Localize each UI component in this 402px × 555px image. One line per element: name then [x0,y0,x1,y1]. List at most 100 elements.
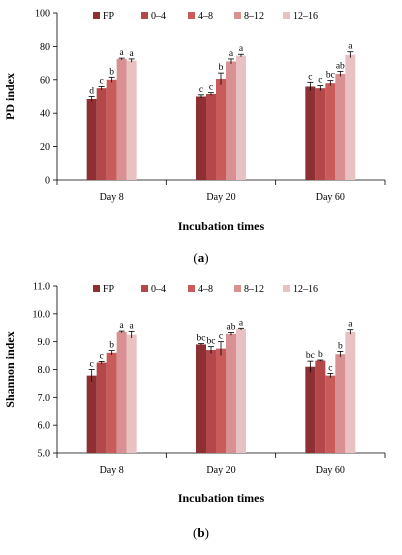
bar [345,54,356,180]
x-tick-label: Day 60 [316,192,345,203]
significance-label: a [239,318,244,328]
bar [236,329,246,453]
y-tick-label: 7.0 [38,393,51,404]
bar [226,333,236,453]
bar [315,360,326,453]
legend-label: 0–4 [151,11,166,22]
bar [226,61,236,180]
significance-label: c [209,83,213,93]
x-tick-label: Day 8 [100,192,124,203]
x-tick-label: Day 20 [206,465,235,476]
legend-swatch [141,285,148,292]
legend-label: 0–4 [151,284,166,295]
y-tick-label: 6.0 [38,421,51,432]
y-axis-title: PD index [3,73,17,120]
y-axis-title: Shannon index [3,331,17,407]
legend-swatch [93,285,100,292]
y-tick-label: 60 [40,75,50,86]
bar [126,60,137,180]
significance-label: c [199,85,203,95]
significance-label: b [318,350,323,360]
bar [305,86,316,180]
y-tick-label: 8.0 [38,365,51,376]
significance-label: bc [207,337,216,347]
significance-label: a [120,321,125,331]
significance-label: a [120,48,125,58]
legend-label: FP [103,284,115,295]
significance-label: a [348,42,353,52]
legend-label: 8–12 [244,284,264,295]
y-tick-label: 9.0 [38,337,51,348]
significance-label: b [109,67,114,77]
legend-swatch [234,12,241,19]
y-tick-label: 10.0 [33,309,51,320]
x-tick-label: Day 20 [206,192,235,203]
significance-label: bc [306,351,315,361]
bar [106,352,117,453]
legend-swatch [188,285,195,292]
legend-swatch [234,285,241,292]
legend-label: FP [103,11,115,22]
bar [206,93,216,180]
y-tick-label: 5.0 [38,449,51,460]
significance-label: bc [326,71,335,81]
legend-swatch [93,12,100,19]
bar [315,88,326,180]
bar [335,73,346,180]
panel-label: (b) [193,525,209,540]
bar [236,55,246,180]
significance-label: c [328,363,332,373]
bar [86,99,97,180]
bar [96,88,107,180]
significance-label: ab [336,61,345,71]
x-axis-title: Incubation times [178,219,265,233]
bar [305,366,316,453]
legend-swatch [188,12,195,19]
significance-label: b [219,63,224,73]
legend-label: 12–16 [293,11,318,22]
bar [196,96,206,180]
legend-swatch [141,12,148,19]
y-tick-label: 0 [45,176,50,187]
significance-label: c [100,76,104,86]
bar [216,78,226,180]
bar [196,344,206,453]
significance-label: d [89,87,94,97]
bar [126,334,137,453]
significance-label: a [239,44,244,54]
legend-label: 4–8 [198,11,213,22]
significance-label: a [229,49,234,59]
legend-swatch [283,285,290,292]
legend-label: 12–16 [293,284,318,295]
significance-label: c [100,351,104,361]
bar [116,331,127,453]
bar [116,58,127,180]
significance-label: ab [227,322,236,332]
legend-label: 4–8 [198,284,213,295]
significance-label: c [219,332,223,342]
significance-label: c [318,76,322,86]
bar [325,375,336,453]
significance-label: c [90,360,94,370]
bar [325,83,336,180]
significance-label: b [338,341,343,351]
x-axis-title: Incubation times [178,491,265,505]
y-tick-label: 100 [35,9,50,20]
bar [345,331,356,453]
significance-label: a [130,49,135,59]
x-tick-label: Day 8 [100,465,124,476]
significance-label: c [308,72,312,82]
y-tick-label: 80 [40,42,50,53]
significance-label: bc [197,334,206,344]
significance-label: a [130,321,135,331]
significance-label: a [348,320,353,330]
y-tick-label: 40 [40,109,50,120]
bar [335,354,346,453]
bar [86,375,97,453]
legend-swatch [283,12,290,19]
y-tick-label: 11.0 [33,282,50,293]
bar [106,79,117,180]
bar [216,348,226,453]
bar [96,362,107,453]
